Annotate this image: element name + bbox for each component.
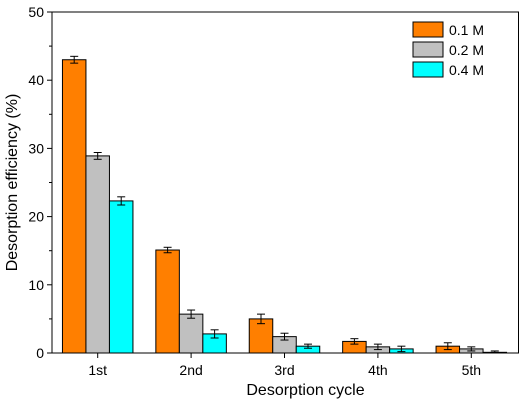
bar <box>108 200 134 354</box>
x-tick-label: 3rd <box>274 362 294 378</box>
y-tick-label: 10 <box>28 277 44 293</box>
y-tick-label: 40 <box>28 72 44 88</box>
x-axis: 1st 2nd 3rd 4th 5th <box>88 353 481 378</box>
bar <box>155 249 180 354</box>
x-tick-label: 2nd <box>179 362 202 378</box>
y-tick-label: 0 <box>36 345 44 361</box>
x-tick-label: 4th <box>368 362 387 378</box>
bar <box>178 313 204 354</box>
legend-label: 0.1 M <box>449 22 484 38</box>
y-axis-title: Desorption efficiency (%) <box>4 94 21 272</box>
y-axis: 0 10 20 30 40 50 <box>28 4 52 361</box>
x-tick-label: 1st <box>88 362 107 378</box>
legend-label: 0.4 M <box>449 62 484 78</box>
x-tick-label: 5th <box>462 362 481 378</box>
y-tick-label: 20 <box>28 209 44 225</box>
legend-label: 0.2 M <box>449 42 484 58</box>
y-tick-label: 30 <box>28 140 44 156</box>
legend-swatch <box>412 21 444 38</box>
legend-swatch <box>412 61 444 78</box>
bar <box>61 59 87 354</box>
error-bars-layer <box>70 55 499 354</box>
bar <box>85 155 110 354</box>
legend-swatch <box>412 41 444 58</box>
legend: 0.1 M 0.2 M 0.4 M <box>412 21 484 78</box>
y-tick-label: 50 <box>28 4 44 20</box>
x-axis-title: Desorption cycle <box>246 382 364 399</box>
bars-layer <box>61 59 508 354</box>
